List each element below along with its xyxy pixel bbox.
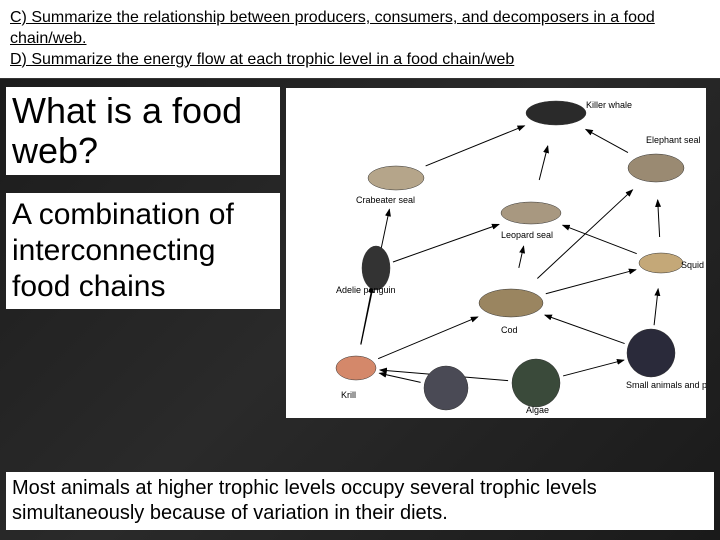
- organism-label-leopard_seal: Leopard seal: [501, 230, 553, 240]
- organism-label-crabeater_seal: Crabeater seal: [356, 195, 415, 205]
- footer-note: Most animals at higher trophic levels oc…: [6, 472, 714, 530]
- footer-text: Most animals at higher trophic levels oc…: [12, 476, 708, 526]
- objective-d: D) Summarize the energy flow at each tro…: [10, 50, 710, 71]
- organism-cod: [479, 289, 543, 317]
- organism-krill: [336, 356, 376, 380]
- food-web-edge: [658, 200, 660, 237]
- organism-label-krill: Krill: [341, 390, 356, 400]
- slide-title: What is a food web?: [12, 91, 274, 170]
- title-box: What is a food web?: [6, 87, 280, 174]
- left-column: What is a food web? A combination of int…: [0, 87, 280, 308]
- food-web-edge: [545, 315, 625, 343]
- organism-small_animals: [627, 329, 675, 377]
- food-web-edge: [586, 129, 628, 152]
- food-web-edge: [426, 126, 525, 166]
- organism-squid: [639, 253, 683, 273]
- organism-label-killer_whale: Killer whale: [586, 100, 632, 110]
- food-web-edge: [519, 246, 524, 268]
- food-web-svg: Killer whale Elephant seal Crabeater seal L…: [286, 88, 706, 418]
- food-web-edge: [378, 317, 478, 359]
- organism-label-elephant_seal: Elephant seal: [646, 135, 701, 145]
- food-web-edge: [393, 224, 499, 262]
- food-web-edge: [546, 270, 636, 294]
- organism-algae: [512, 359, 560, 407]
- food-web-edge: [539, 146, 548, 180]
- header-objectives: C) Summarize the relationship between pr…: [0, 0, 720, 79]
- organism-label-cod: Cod: [501, 325, 518, 335]
- food-web-diagram: Killer whale Elephant seal Crabeater seal L…: [286, 88, 706, 418]
- organism-label-small_animals: Small animals and protists: [626, 380, 706, 390]
- organism-killer_whale: [526, 101, 586, 125]
- organism-leopard_seal: [501, 202, 561, 224]
- food-web-edge: [379, 373, 420, 382]
- organism-adelie_penguin: [362, 246, 390, 290]
- food-web-edge: [654, 289, 658, 325]
- food-web-edge: [563, 360, 624, 376]
- organism-elephant_seal: [628, 154, 684, 182]
- organism-label-adelie_penguin: Adelie penguin: [336, 285, 396, 295]
- organism-crabeater_seal: [368, 166, 424, 190]
- organism-label-squid: Squid: [681, 260, 704, 270]
- objective-c: C) Summarize the relationship between pr…: [10, 8, 710, 50]
- food-web-edge: [563, 225, 637, 253]
- organism-detritus: [424, 366, 468, 410]
- answer-text: A combination of interconnecting food ch…: [12, 197, 274, 305]
- organism-label-algae: Algae: [526, 405, 549, 415]
- answer-box: A combination of interconnecting food ch…: [6, 193, 280, 309]
